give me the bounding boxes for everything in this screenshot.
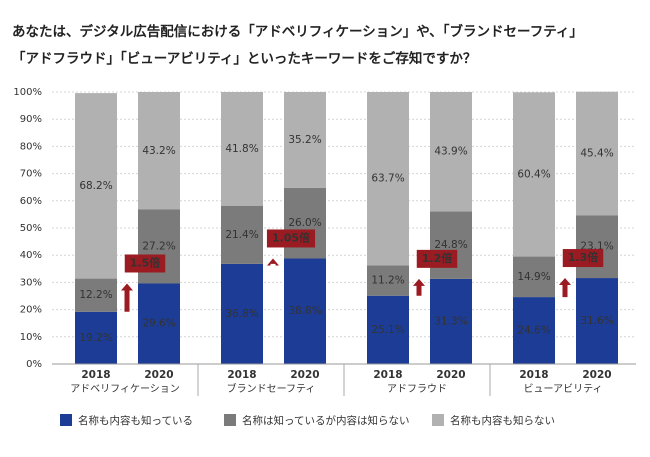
group-label: ビューアビリティ — [524, 383, 603, 395]
bar-segment — [138, 92, 180, 210]
bar-segment — [430, 92, 472, 212]
group-label: アドフラウド — [387, 383, 447, 395]
bar-segment — [367, 265, 409, 296]
legend-label: 名称は知っているが内容は知らない — [242, 414, 409, 427]
y-tick-label: 50% — [20, 223, 42, 234]
annotation-label: 1.2倍 — [422, 251, 453, 265]
y-tick-label: 0% — [26, 359, 42, 370]
value-label: 45.4% — [580, 147, 613, 159]
bar-segment — [576, 215, 618, 279]
y-tick-label: 40% — [20, 250, 42, 261]
bar-segment — [284, 258, 326, 364]
x-tick-label: 2018 — [81, 369, 110, 381]
annotation-label: 1.5倍 — [130, 255, 161, 269]
annotation-arrow — [121, 283, 133, 312]
chart-title: あなたは、デジタル広告配信における「アドベリフィケーション」や、「ブランドセーフ… — [12, 23, 583, 40]
value-label: 35.2% — [288, 134, 321, 146]
annotation-label: 1.05倍 — [272, 230, 310, 244]
bar-segment — [75, 278, 117, 312]
group-label: アドベリフィケーション — [70, 383, 180, 395]
value-label: 38.8% — [288, 305, 321, 317]
value-label: 19.2% — [79, 332, 112, 344]
x-tick-label: 2018 — [227, 369, 256, 381]
group-label: ブランドセーフティ — [227, 382, 316, 395]
value-label: 43.2% — [142, 145, 175, 157]
x-tick-label: 2020 — [290, 369, 319, 381]
bar-segment — [576, 278, 618, 364]
bar-segment — [75, 311, 117, 364]
y-tick-label: 20% — [20, 305, 42, 316]
value-label: 21.4% — [225, 229, 258, 241]
value-label: 60.4% — [517, 168, 550, 180]
legend-swatch — [224, 414, 236, 426]
bar-segment — [221, 92, 263, 206]
bar-segment — [576, 91, 618, 216]
x-tick-label: 2020 — [582, 369, 611, 381]
bar-segment — [513, 92, 555, 257]
x-tick-label: 2020 — [436, 369, 465, 381]
bar-segment — [367, 92, 409, 266]
annotation-arrow — [559, 278, 571, 298]
annotation-arrow — [267, 258, 279, 266]
chart-title: 「アドフラウド」「ビューアビリティ」といったキーワードをご存知ですか？ — [12, 50, 476, 67]
x-tick-label: 2020 — [144, 369, 173, 381]
value-label: 36.8% — [225, 308, 258, 320]
y-tick-label: 10% — [20, 332, 42, 343]
bar-segment — [513, 256, 555, 298]
bar-segment — [75, 93, 117, 279]
bar-segment — [138, 283, 180, 364]
annotation-box — [562, 249, 604, 268]
bar-segment — [513, 297, 555, 364]
value-label: 26.0% — [288, 217, 321, 229]
legend-label: 名称も内容も知っている — [78, 414, 193, 427]
bar-segment — [221, 263, 263, 364]
legend-label: 名称も内容も知らない — [450, 414, 555, 427]
value-label: 25.1% — [371, 324, 404, 336]
annotation-box — [266, 229, 316, 248]
y-tick-label: 70% — [20, 169, 42, 180]
y-tick-label: 30% — [20, 277, 42, 288]
value-label: 31.6% — [580, 315, 613, 327]
y-tick-label: 80% — [20, 141, 42, 152]
y-tick-label: 100% — [13, 87, 42, 98]
annotation-arrow — [413, 278, 425, 296]
value-label: 24.6% — [517, 325, 550, 337]
bar-segment — [430, 278, 472, 364]
value-label: 41.8% — [225, 143, 258, 155]
legend-swatch — [432, 414, 444, 426]
value-label: 63.7% — [371, 173, 404, 185]
y-tick-label: 90% — [20, 114, 42, 125]
value-label: 31.3% — [434, 315, 467, 327]
bar-segment — [221, 205, 263, 264]
bar-segment — [284, 92, 326, 188]
annotation-box — [124, 254, 166, 273]
y-tick-label: 60% — [20, 196, 42, 207]
annotation-label: 1.3倍 — [568, 250, 599, 264]
value-label: 43.9% — [434, 146, 467, 158]
bar-segment — [367, 295, 409, 364]
legend-swatch — [60, 414, 72, 426]
value-label: 11.2% — [371, 274, 404, 286]
x-tick-label: 2018 — [373, 369, 402, 381]
x-tick-label: 2018 — [519, 369, 548, 381]
value-label: 14.9% — [517, 271, 550, 283]
value-label: 68.2% — [79, 180, 112, 192]
value-label: 29.6% — [142, 318, 175, 330]
value-label: 12.2% — [79, 289, 112, 301]
annotation-box — [416, 249, 458, 268]
value-label: 24.8% — [434, 239, 467, 251]
value-label: 27.2% — [142, 240, 175, 252]
